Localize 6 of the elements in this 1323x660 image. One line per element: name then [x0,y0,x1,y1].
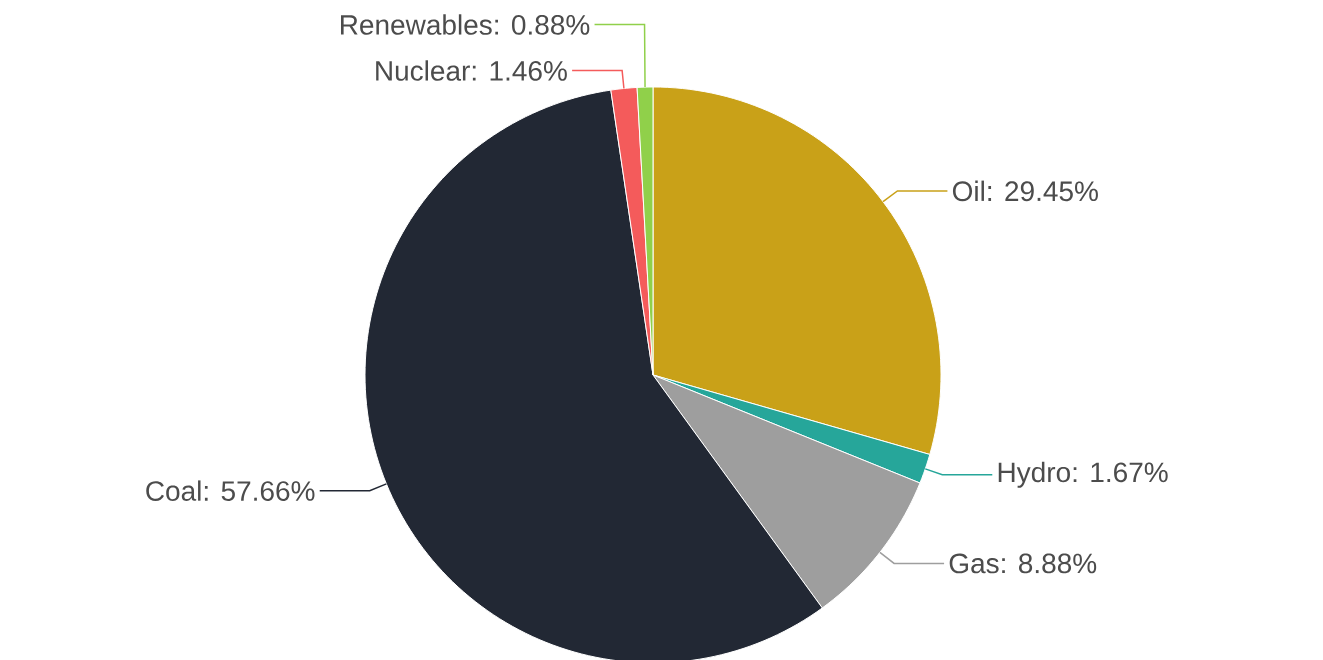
data-label: Coal: 57.66% [146,480,315,501]
data-label: Renewables: 0.88% [341,14,590,35]
data-label: Nuclear: 1.46% [376,60,567,81]
data-label: Hydro: 1.67% [998,461,1168,488]
data-label: Gas: 8.88% [949,553,1097,574]
data-label: Oil: 29.45% [952,180,1098,202]
